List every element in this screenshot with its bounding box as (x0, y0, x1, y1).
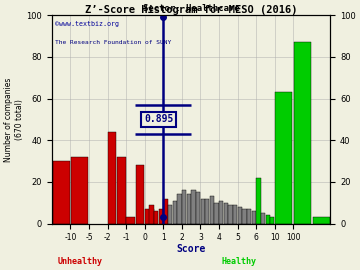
Bar (136, 165, 144, 224)
Bar (294, 42, 311, 224)
Bar (126, 217, 135, 224)
Bar (163, 198, 168, 224)
Bar (266, 215, 270, 224)
Text: Sector: Healthcare: Sector: Healthcare (143, 4, 239, 13)
Bar (210, 197, 214, 224)
Title: Z’-Score Histogram for MESO (2016): Z’-Score Histogram for MESO (2016) (85, 5, 297, 15)
Bar (159, 209, 163, 224)
Bar (238, 207, 242, 224)
Bar (228, 205, 233, 224)
Text: Healthy: Healthy (221, 257, 256, 266)
Bar (71, 157, 88, 224)
Bar (233, 205, 237, 224)
Bar (154, 211, 158, 224)
Bar (173, 201, 177, 224)
Text: Unhealthy: Unhealthy (57, 257, 102, 266)
Bar (117, 157, 126, 224)
Bar (224, 203, 228, 224)
Bar (242, 209, 247, 224)
Bar (191, 190, 195, 224)
Bar (275, 92, 292, 224)
Text: 0.895: 0.895 (144, 114, 173, 124)
Bar (177, 194, 181, 224)
Bar (168, 205, 172, 224)
Bar (312, 217, 330, 224)
Bar (247, 209, 251, 224)
Bar (270, 217, 274, 224)
Bar (205, 198, 210, 224)
Bar (196, 192, 200, 224)
Text: The Research Foundation of SUNY: The Research Foundation of SUNY (55, 40, 171, 45)
Bar (215, 203, 219, 224)
Text: ©www.textbiz.org: ©www.textbiz.org (55, 22, 118, 28)
Y-axis label: Number of companies
(670 total): Number of companies (670 total) (4, 77, 23, 161)
Bar (186, 194, 191, 224)
Bar (53, 161, 69, 224)
Bar (252, 211, 256, 224)
Bar (149, 205, 154, 224)
Bar (256, 178, 261, 224)
Bar (201, 198, 205, 224)
Bar (261, 213, 265, 224)
Bar (182, 190, 186, 224)
X-axis label: Score: Score (176, 244, 206, 254)
Bar (145, 209, 154, 224)
Bar (108, 132, 116, 224)
Bar (219, 201, 224, 224)
